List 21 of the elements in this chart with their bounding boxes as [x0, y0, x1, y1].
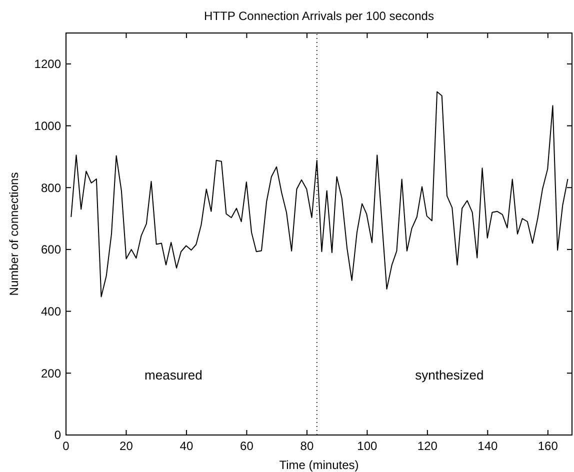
y-tick-label: 600: [40, 242, 62, 257]
y-tick-label: 800: [40, 180, 62, 195]
x-tick-label: 20: [120, 439, 134, 453]
y-tick-label: 1000: [34, 118, 62, 133]
x-tick-label: 160: [538, 439, 558, 453]
y-tick-label: 200: [40, 366, 62, 380]
x-tick-label: 80: [300, 439, 314, 453]
x-tick-label: 100: [357, 439, 378, 453]
x-axis-title: Time (minutes): [279, 458, 359, 472]
x-tick-label: 0: [62, 439, 70, 453]
x-tick-label: 60: [240, 439, 254, 453]
y-tick-label: 0: [54, 428, 62, 442]
annotation: synthesized: [415, 367, 484, 382]
chart-title: HTTP Connection Arrivals per 100 seconds: [204, 9, 434, 23]
y-axis-title: Number of connections: [7, 172, 21, 296]
x-tick-label: 120: [417, 439, 438, 453]
annotation: measured: [144, 367, 202, 382]
y-tick-label: 400: [40, 304, 62, 319]
y-tick-label: 1200: [34, 57, 62, 72]
x-tick-label: 140: [478, 439, 498, 453]
x-tick-label: 40: [180, 439, 194, 453]
